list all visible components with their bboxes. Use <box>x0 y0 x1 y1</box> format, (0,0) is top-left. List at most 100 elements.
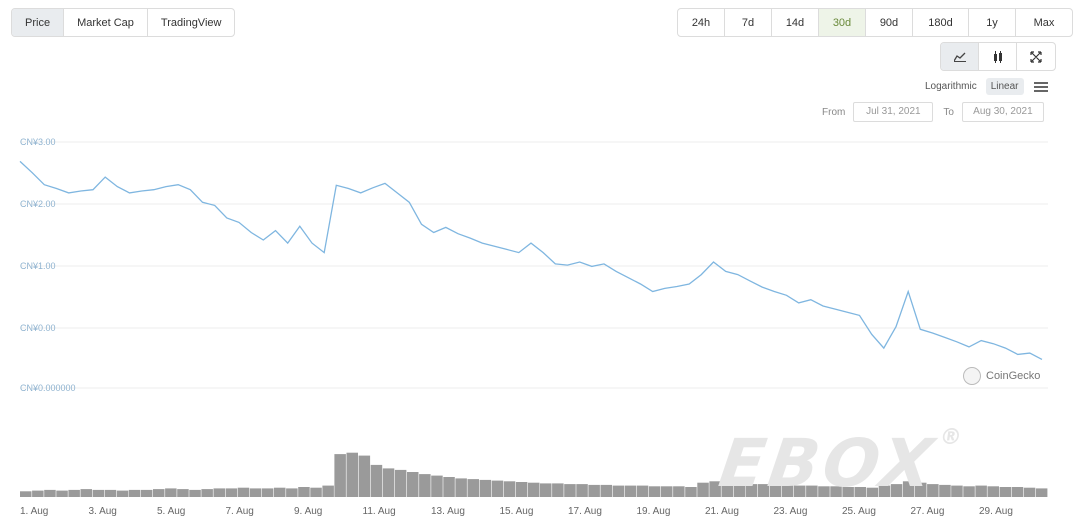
volume-bar <box>274 487 286 497</box>
x-tick-label: 7. Aug <box>226 506 254 517</box>
y-tick-label: CN¥3.00 <box>20 137 56 147</box>
date-range: From Jul 31, 2021 To Aug 30, 2021 <box>822 102 1054 122</box>
view-tabs: Price Market Cap TradingView <box>11 8 236 37</box>
volume-bar <box>431 475 443 497</box>
volume-bar <box>781 484 794 497</box>
volume-bar <box>346 452 358 497</box>
coingecko-watermark: CoinGecko <box>963 367 1040 385</box>
volume-bar <box>213 488 225 497</box>
volume-bar <box>32 490 44 497</box>
volume-bar <box>104 489 117 497</box>
x-axis-labels: 1. Aug 3. Aug 5. Aug 7. Aug 9. Aug 11. Aug 13.… <box>20 506 1013 517</box>
volume-bar <box>140 489 153 497</box>
volume-bar <box>576 484 588 497</box>
line-chart-icon[interactable] <box>941 43 979 70</box>
x-tick-label: 29. Aug <box>979 506 1013 517</box>
x-tick-label: 13. Aug <box>431 506 465 517</box>
range-30d[interactable]: 30d <box>819 9 866 36</box>
range-7d[interactable]: 7d <box>725 9 772 36</box>
volume-bar <box>1023 487 1036 497</box>
volume-bar <box>44 489 56 497</box>
volume-bar <box>358 455 371 497</box>
expand-icon[interactable] <box>1017 43 1055 70</box>
price-line <box>19 160 1043 360</box>
volume-bar <box>709 481 721 497</box>
range-tabs: 24h 7d 14d 30d 90d 180d 1y Max <box>677 8 1073 37</box>
volume-bar <box>382 468 395 497</box>
x-tick-label: 25. Aug <box>842 506 876 517</box>
volume-bar <box>286 488 298 497</box>
volume-bar <box>189 489 201 497</box>
x-tick-label: 3. Aug <box>89 506 117 517</box>
x-tick-label: 27. Aug <box>911 506 945 517</box>
site-watermark: EBOX® <box>715 425 968 502</box>
volume-bar <box>1011 487 1024 497</box>
range-24h[interactable]: 24h <box>678 9 725 36</box>
volume-bar <box>951 485 963 497</box>
volume-bar <box>830 486 842 497</box>
volume-bar <box>939 484 951 497</box>
volume-bar <box>165 488 177 497</box>
range-1y[interactable]: 1y <box>969 9 1016 36</box>
candlestick-icon[interactable] <box>979 43 1017 70</box>
range-14d[interactable]: 14d <box>772 9 819 36</box>
watermark-label: CoinGecko <box>986 370 1041 382</box>
range-90d[interactable]: 90d <box>866 9 913 36</box>
tab-market-cap[interactable]: Market Cap <box>64 9 148 36</box>
volume-bar <box>528 482 540 497</box>
volume-bar <box>467 479 479 497</box>
y-axis-labels: CN¥3.00 CN¥2.00 CN¥1.00 CN¥0.00 CN¥0.000000 <box>20 137 76 393</box>
x-tick-label: 21. Aug <box>705 506 739 517</box>
x-tick-label: 17. Aug <box>568 506 602 517</box>
volume-bar <box>153 489 165 497</box>
volume-bar <box>624 485 637 497</box>
y-tick-label: CN¥0.000000 <box>20 383 76 393</box>
volume-bar <box>407 472 419 497</box>
volume-bar <box>334 454 346 497</box>
volume-bar <box>225 488 238 497</box>
volume-bar <box>999 487 1012 497</box>
volume-bar <box>600 484 612 497</box>
volume-bar <box>552 483 564 497</box>
volume-bar <box>177 489 189 497</box>
volume-bar <box>769 484 782 497</box>
x-tick-label: 19. Aug <box>637 506 671 517</box>
volume-bar <box>975 485 987 497</box>
volume-bar <box>987 486 999 497</box>
y-tick-label: CN¥1.00 <box>20 261 56 271</box>
chart-grid <box>20 141 1048 389</box>
volume-bar <box>588 484 600 497</box>
tab-tradingview[interactable]: TradingView <box>160 16 222 29</box>
volume-bar <box>443 477 455 497</box>
chart-type-tabs <box>940 42 1056 71</box>
x-tick-label: 5. Aug <box>157 506 185 517</box>
volume-bar <box>902 481 915 497</box>
volume-bar <box>370 464 383 497</box>
volume-bar <box>661 486 673 497</box>
menu-icon[interactable] <box>1033 81 1048 92</box>
volume-bar <box>890 484 903 497</box>
volume-bar <box>1035 488 1048 497</box>
scale-log-option[interactable]: Logarithmic <box>925 81 977 92</box>
volume-bar <box>794 485 806 497</box>
volume-bar <box>128 489 141 497</box>
range-180d[interactable]: 180d <box>913 9 969 36</box>
volume-bar <box>261 488 274 497</box>
to-date-input[interactable]: Aug 30, 2021 <box>961 102 1044 122</box>
volume-bar <box>419 474 431 497</box>
volume-bar <box>68 489 80 497</box>
volume-bar <box>515 482 528 497</box>
range-max[interactable]: Max <box>1033 16 1055 29</box>
volume-bar <box>612 485 625 497</box>
volume-bar <box>56 490 68 497</box>
x-tick-label: 9. Aug <box>294 506 322 517</box>
volume-bar <box>963 486 975 497</box>
tab-price[interactable]: Price <box>12 9 65 36</box>
volume-bar <box>673 486 685 497</box>
volume-bar <box>866 487 879 497</box>
volume-bar <box>648 486 661 497</box>
scale-linear-option[interactable]: Linear <box>985 78 1024 95</box>
volume-bar <box>479 479 492 497</box>
from-date-input[interactable]: Jul 31, 2021 <box>853 102 934 122</box>
volume-bar <box>394 469 407 497</box>
